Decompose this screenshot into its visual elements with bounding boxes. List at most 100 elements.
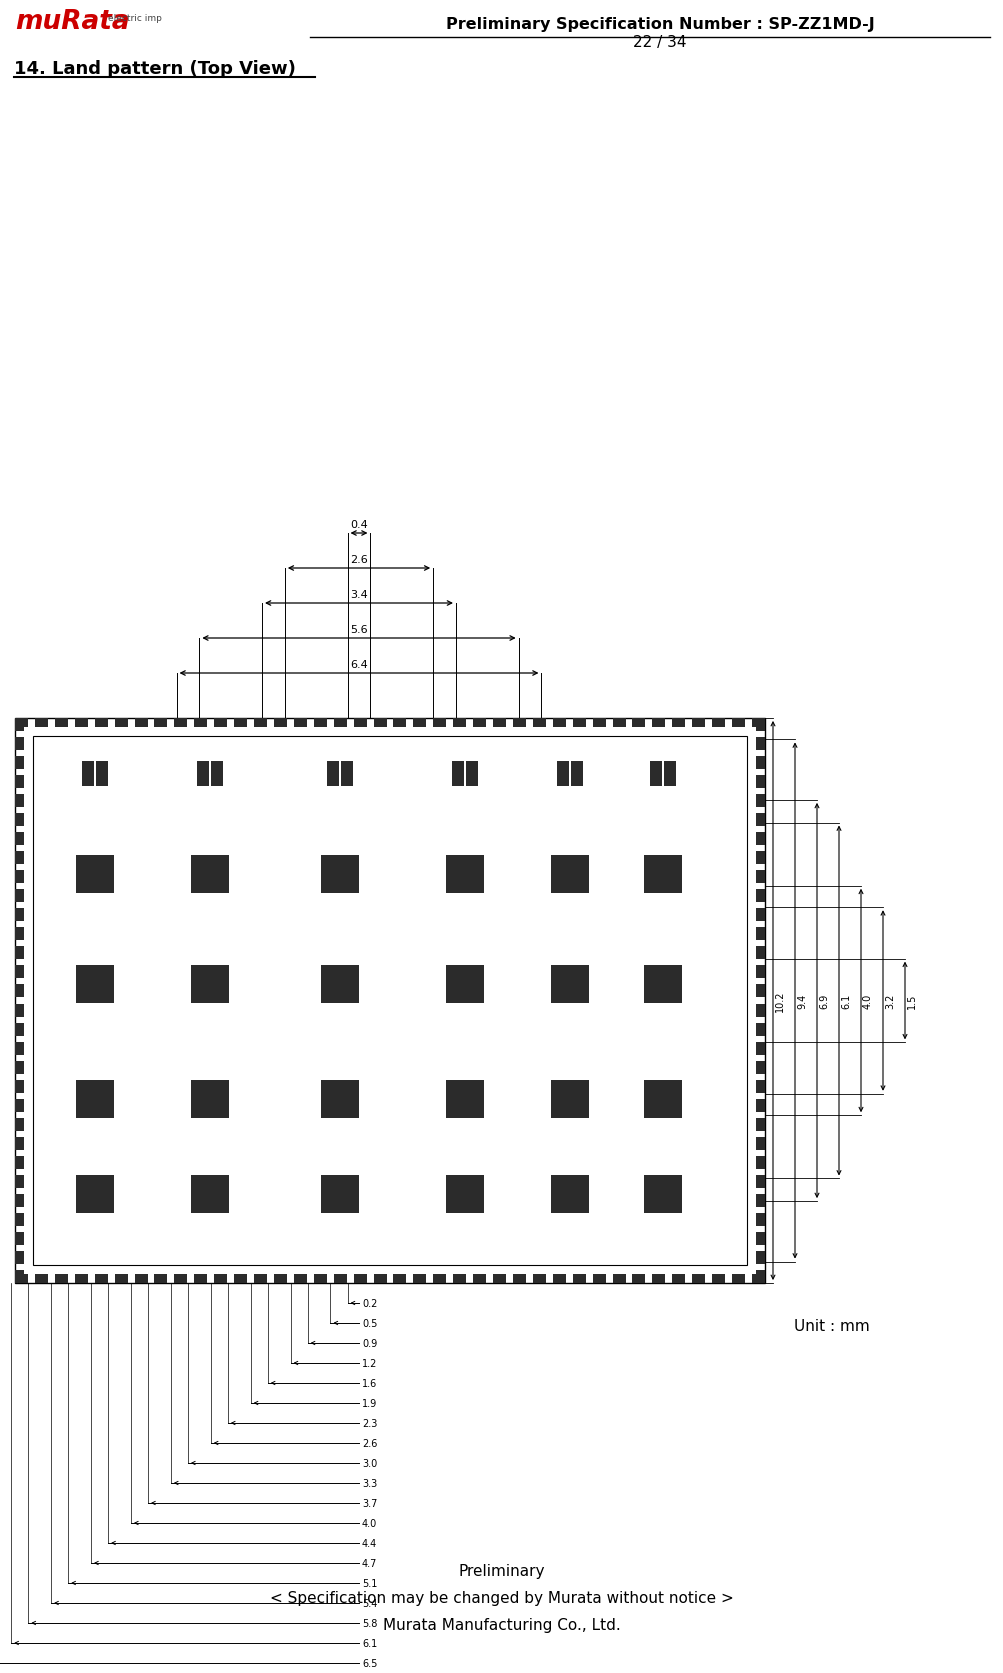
Bar [333,1275,346,1283]
Bar [451,761,463,786]
Bar [755,1118,764,1131]
Text: 5.8: 5.8 [362,1618,377,1628]
Bar [15,908,24,922]
Bar [755,738,764,751]
Text: 0.5: 0.5 [362,1318,377,1328]
Bar [15,738,24,751]
Bar [15,1275,28,1283]
Bar [82,761,94,786]
Bar [691,719,704,728]
Bar [254,719,267,728]
Bar [557,761,569,786]
Bar [194,1275,207,1283]
Bar [15,1270,24,1283]
Bar [533,1275,546,1283]
Bar [353,719,366,728]
Bar [211,761,223,786]
Bar [15,890,24,903]
Bar [341,761,353,786]
Text: 0.4: 0.4 [350,520,367,530]
Bar [234,719,247,728]
Text: 1.6: 1.6 [362,1379,377,1389]
Bar [452,719,465,728]
Bar [711,719,724,728]
Bar [15,719,28,728]
Bar [755,908,764,922]
Bar [15,1138,24,1149]
Bar [393,1275,406,1283]
Bar [413,1275,426,1283]
Bar [632,1275,645,1283]
Bar [445,855,483,893]
Text: muRata: muRata [15,8,129,35]
Bar [433,1275,446,1283]
Bar [652,1275,665,1283]
Bar [15,1004,24,1017]
Text: Unit : mm: Unit : mm [793,1318,870,1333]
Bar [15,776,24,788]
Bar [154,1275,168,1283]
Text: Murata Manufacturing Co., Ltd.: Murata Manufacturing Co., Ltd. [383,1618,620,1633]
Text: 0.9: 0.9 [362,1338,377,1348]
Bar [214,1275,227,1283]
Bar [15,833,24,845]
Bar [15,1233,24,1245]
Bar [445,1081,483,1118]
Text: 1.2: 1.2 [362,1358,377,1369]
Bar [134,719,147,728]
Bar [513,1275,526,1283]
Bar [294,1275,307,1283]
Bar [413,719,426,728]
Bar [572,1275,585,1283]
Bar [551,1176,589,1213]
Bar [274,1275,287,1283]
Bar [321,855,359,893]
Bar [755,1156,764,1169]
Bar [15,756,24,770]
Bar [755,756,764,770]
Bar [445,1176,483,1213]
Bar [15,1195,24,1208]
Bar [15,1251,24,1265]
Bar [755,1099,764,1113]
Text: 5.1: 5.1 [362,1578,377,1588]
Text: 4.7: 4.7 [362,1558,377,1568]
Bar [612,719,625,728]
Bar [571,761,583,786]
Bar [321,1081,359,1118]
Bar [755,1061,764,1074]
Bar [15,947,24,960]
Bar [191,1176,229,1213]
Text: 2.6: 2.6 [350,555,367,565]
Text: 6.1: 6.1 [841,994,851,1009]
Bar [755,1138,764,1149]
Text: Preliminary Specification Number : SP-ZZ1MD-J: Preliminary Specification Number : SP-ZZ… [445,17,874,32]
Bar [513,719,526,728]
Bar [76,855,114,893]
Bar [15,719,24,731]
Bar [234,1275,247,1283]
Bar [472,1275,485,1283]
Text: 1.9: 1.9 [362,1399,377,1409]
Bar [445,965,483,1004]
Bar [643,1081,681,1118]
Text: 22 / 34: 22 / 34 [633,35,686,50]
Bar [15,1174,24,1188]
Bar [572,719,585,728]
Bar [175,1275,188,1283]
Bar [15,852,24,865]
Bar [612,1275,625,1283]
Text: 2.3: 2.3 [362,1419,377,1429]
Bar [321,965,359,1004]
Bar [191,965,229,1004]
Bar [393,719,406,728]
Bar [15,965,24,979]
Bar [755,1174,764,1188]
Bar [15,1022,24,1036]
Bar [663,761,675,786]
Text: 3.3: 3.3 [362,1479,377,1487]
Bar [731,1275,744,1283]
Text: 3.2: 3.2 [884,994,894,1009]
Bar [15,1156,24,1169]
Text: 3.0: 3.0 [362,1459,377,1469]
